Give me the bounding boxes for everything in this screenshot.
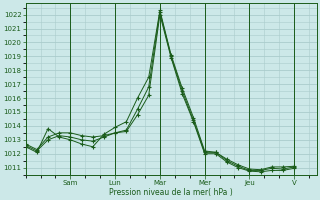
X-axis label: Pression niveau de la mer( hPa ): Pression niveau de la mer( hPa ): [109, 188, 233, 197]
